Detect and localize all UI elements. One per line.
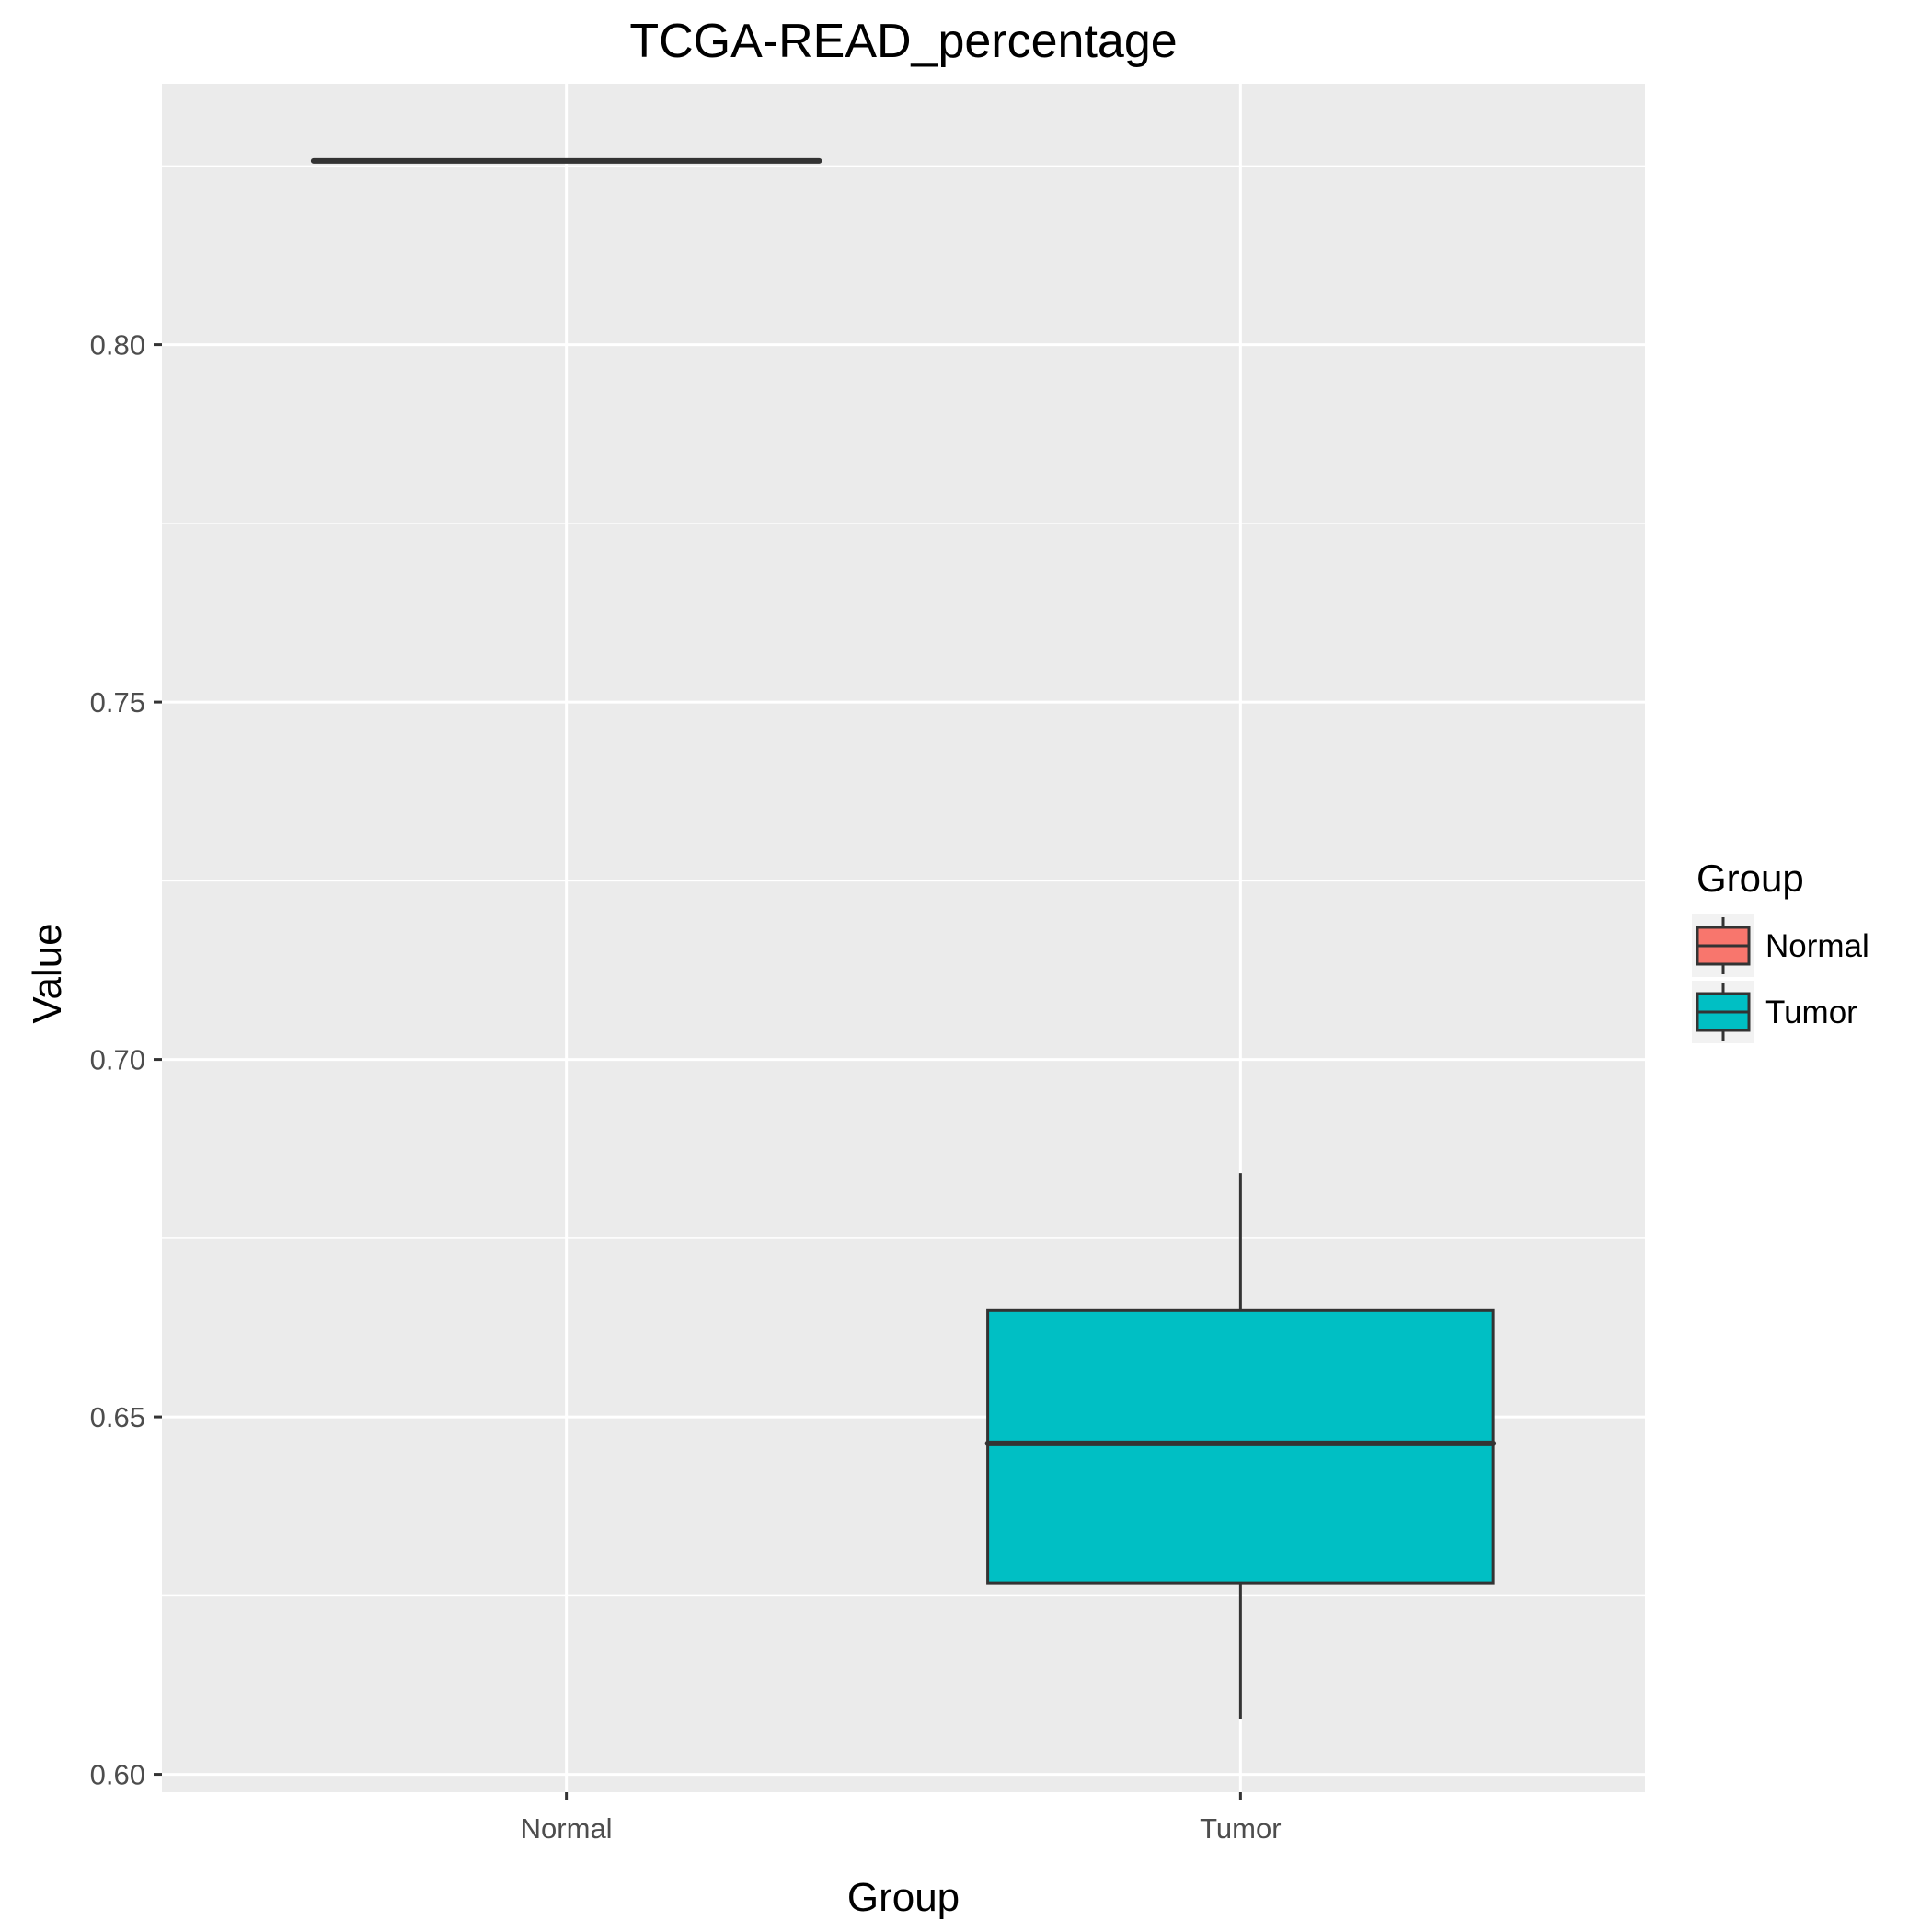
legend-label: Normal bbox=[1765, 928, 1869, 964]
legend-title: Group bbox=[1696, 857, 1804, 900]
y-tick-label: 0.60 bbox=[90, 1759, 145, 1791]
minor-gridlines bbox=[162, 165, 1645, 1597]
chart-title: TCGA-READ_percentage bbox=[629, 15, 1177, 68]
y-tick-label: 0.70 bbox=[90, 1044, 145, 1076]
y-tick-label: 0.80 bbox=[90, 329, 145, 362]
y-tick-label: 0.75 bbox=[90, 686, 145, 719]
box-tumor bbox=[984, 1173, 1497, 1719]
y-axis: 0.60 0.65 0.70 0.75 0.80 bbox=[90, 329, 162, 1791]
x-axis-label: Group bbox=[847, 1875, 960, 1920]
y-axis-label: Value bbox=[25, 923, 70, 1023]
x-tick-label: Normal bbox=[521, 1812, 613, 1845]
legend: Group Normal Tumor bbox=[1692, 857, 1869, 1043]
y-tick-label: 0.65 bbox=[90, 1401, 145, 1433]
x-axis: Normal Tumor bbox=[521, 1792, 1282, 1845]
legend-item-tumor: Tumor bbox=[1692, 981, 1857, 1043]
boxplot-series bbox=[310, 157, 1497, 1719]
x-tick-label: Tumor bbox=[1200, 1812, 1281, 1845]
legend-item-normal: Normal bbox=[1692, 914, 1869, 977]
box-body bbox=[986, 1308, 1495, 1585]
legend-label: Tumor bbox=[1765, 995, 1857, 1030]
